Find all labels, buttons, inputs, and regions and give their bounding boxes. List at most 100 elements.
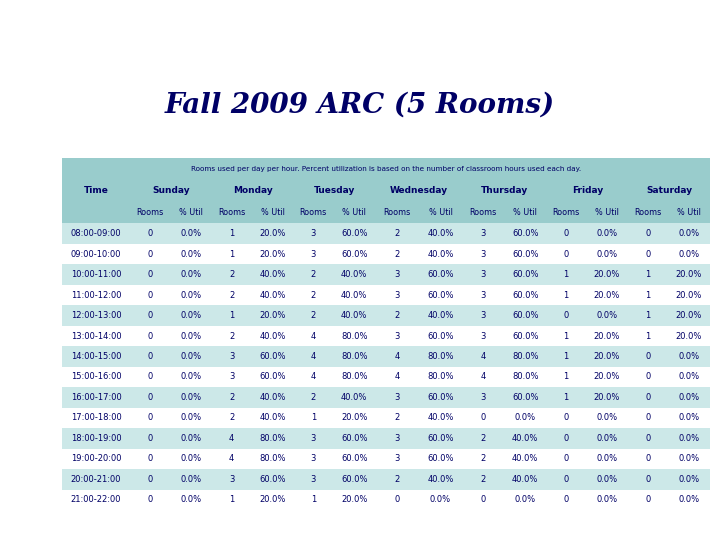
Text: 10:00-11:00: 10:00-11:00 [71,270,121,279]
Text: 80.0%: 80.0% [512,373,539,381]
Text: 3: 3 [395,434,400,443]
Bar [130,6,136,12]
Text: 12:00-13:00: 12:00-13:00 [71,311,122,320]
Text: 60.0%: 60.0% [512,332,539,341]
Text: 2: 2 [395,475,400,484]
Text: 80.0%: 80.0% [512,352,539,361]
Text: 3: 3 [480,393,485,402]
Text: 0.0%: 0.0% [678,434,699,443]
Bar [62,305,710,326]
Bar [158,20,164,26]
Text: 19:00-20:00: 19:00-20:00 [71,454,121,463]
Text: Rooms: Rooms [384,208,411,217]
Text: 0: 0 [395,495,400,504]
Text: Friday: Friday [572,186,603,195]
Text: 60.0%: 60.0% [427,434,454,443]
Text: 0: 0 [147,414,153,422]
Text: 0.0%: 0.0% [678,454,699,463]
Text: 0: 0 [645,249,651,259]
Text: 4: 4 [480,352,485,361]
Text: 4: 4 [229,454,234,463]
Text: 0: 0 [645,373,651,381]
Bar [130,34,136,40]
Bar [62,265,710,285]
Text: Rooms: Rooms [469,208,497,217]
Text: 16:00-17:00: 16:00-17:00 [71,393,122,402]
Text: 80.0%: 80.0% [341,332,367,341]
Text: 11:00-12:00: 11:00-12:00 [71,291,121,300]
Text: 0.0%: 0.0% [678,373,699,381]
Text: 0: 0 [564,434,569,443]
Text: 2: 2 [395,229,400,238]
Text: 4: 4 [311,352,316,361]
Text: 2: 2 [229,332,234,341]
Text: 0.0%: 0.0% [596,229,618,238]
Text: 0: 0 [645,475,651,484]
Text: 1: 1 [645,332,651,341]
Text: 0.0%: 0.0% [515,414,536,422]
Text: 60.0%: 60.0% [341,454,367,463]
Text: 2: 2 [229,393,234,402]
Text: 1: 1 [229,311,234,320]
Text: 3: 3 [310,229,316,238]
Text: 3: 3 [395,270,400,279]
Text: 60.0%: 60.0% [512,291,539,300]
Bar [62,285,710,305]
Text: 0: 0 [147,332,153,341]
Text: 0: 0 [564,495,569,504]
Text: 60.0%: 60.0% [341,229,367,238]
Text: 60.0%: 60.0% [341,434,367,443]
Text: 17:00-18:00: 17:00-18:00 [71,414,122,422]
Text: 40.0%: 40.0% [512,454,539,463]
Text: 2: 2 [395,249,400,259]
Text: 2: 2 [480,434,485,443]
Text: 0.0%: 0.0% [180,434,202,443]
Bar [62,224,710,244]
Text: 20.0%: 20.0% [594,291,620,300]
Text: 80.0%: 80.0% [341,352,367,361]
Text: 20.0%: 20.0% [675,311,702,320]
Text: 40.0%: 40.0% [259,393,286,402]
Text: 40.0%: 40.0% [512,475,539,484]
Text: 0.0%: 0.0% [430,495,451,504]
Text: 0.0%: 0.0% [180,229,202,238]
Bar [62,326,710,346]
Text: 0: 0 [147,393,153,402]
Text: 3: 3 [310,434,316,443]
Bar [137,27,143,33]
Bar [62,244,710,265]
Text: 0: 0 [147,291,153,300]
Bar [144,20,150,26]
Text: 0: 0 [480,414,485,422]
Text: 0.0%: 0.0% [180,249,202,259]
Text: % Util: % Util [342,208,366,217]
Text: 60.0%: 60.0% [341,475,367,484]
Text: 2: 2 [395,414,400,422]
Text: 3: 3 [229,475,234,484]
Bar [158,6,164,12]
Text: 1: 1 [564,352,569,361]
Text: 4: 4 [229,434,234,443]
Text: 3: 3 [229,352,234,361]
Text: 3: 3 [310,475,316,484]
Text: 09:00-10:00: 09:00-10:00 [71,249,121,259]
Text: 2: 2 [311,270,316,279]
Text: 20:00-21:00: 20:00-21:00 [71,475,121,484]
Bar [62,367,710,387]
Text: 0.0%: 0.0% [678,475,699,484]
Text: 1: 1 [311,495,316,504]
Text: 3: 3 [480,270,485,279]
Text: 0: 0 [147,454,153,463]
Text: 60.0%: 60.0% [427,332,454,341]
Text: 0: 0 [645,414,651,422]
Text: 0: 0 [147,270,153,279]
Text: 3: 3 [480,332,485,341]
Text: 0: 0 [147,434,153,443]
Text: 2: 2 [311,291,316,300]
Text: 0: 0 [645,229,651,238]
Text: CORPORATION: CORPORATION [8,31,53,37]
Text: 0: 0 [147,495,153,504]
Text: 0: 0 [564,414,569,422]
Text: 0.0%: 0.0% [180,475,202,484]
Text: 3: 3 [480,249,485,259]
